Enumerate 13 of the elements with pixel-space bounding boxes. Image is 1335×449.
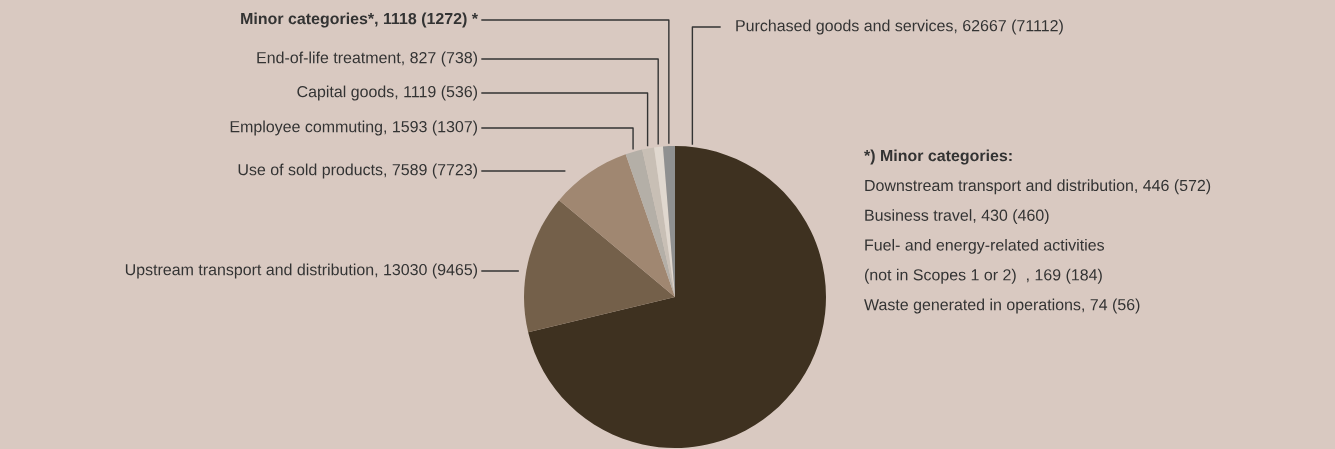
slice-label: Employee commuting, 1593 (1307) xyxy=(230,120,478,136)
text: Waste generated in operations, 74 (56) xyxy=(864,298,1140,314)
slice-label: Purchased goods and services, 62667 (71112) xyxy=(736,19,1063,35)
slice-label: Capital goods, 1119 (536) xyxy=(297,85,478,101)
slice-label: End-of-life treatment, 827 (738) xyxy=(257,51,478,67)
text: (not in Scopes 1 or 2) , 169 (184) xyxy=(864,268,1102,284)
slice-label: Use of sold products, 7589 (7723) xyxy=(238,163,478,179)
slice-label: Upstream transport and distribution, 13030 (9465) xyxy=(125,263,478,279)
text: *) Minor categories: xyxy=(864,149,1012,165)
text: Business travel, 430 (460) xyxy=(865,209,1049,225)
slice-label: Minor categories*, 1118 (1272) * xyxy=(241,12,478,28)
text: Downstream transport and distribution, 446 (572) xyxy=(865,179,1211,195)
text: Fuel- and energy-related activities xyxy=(865,238,1105,254)
